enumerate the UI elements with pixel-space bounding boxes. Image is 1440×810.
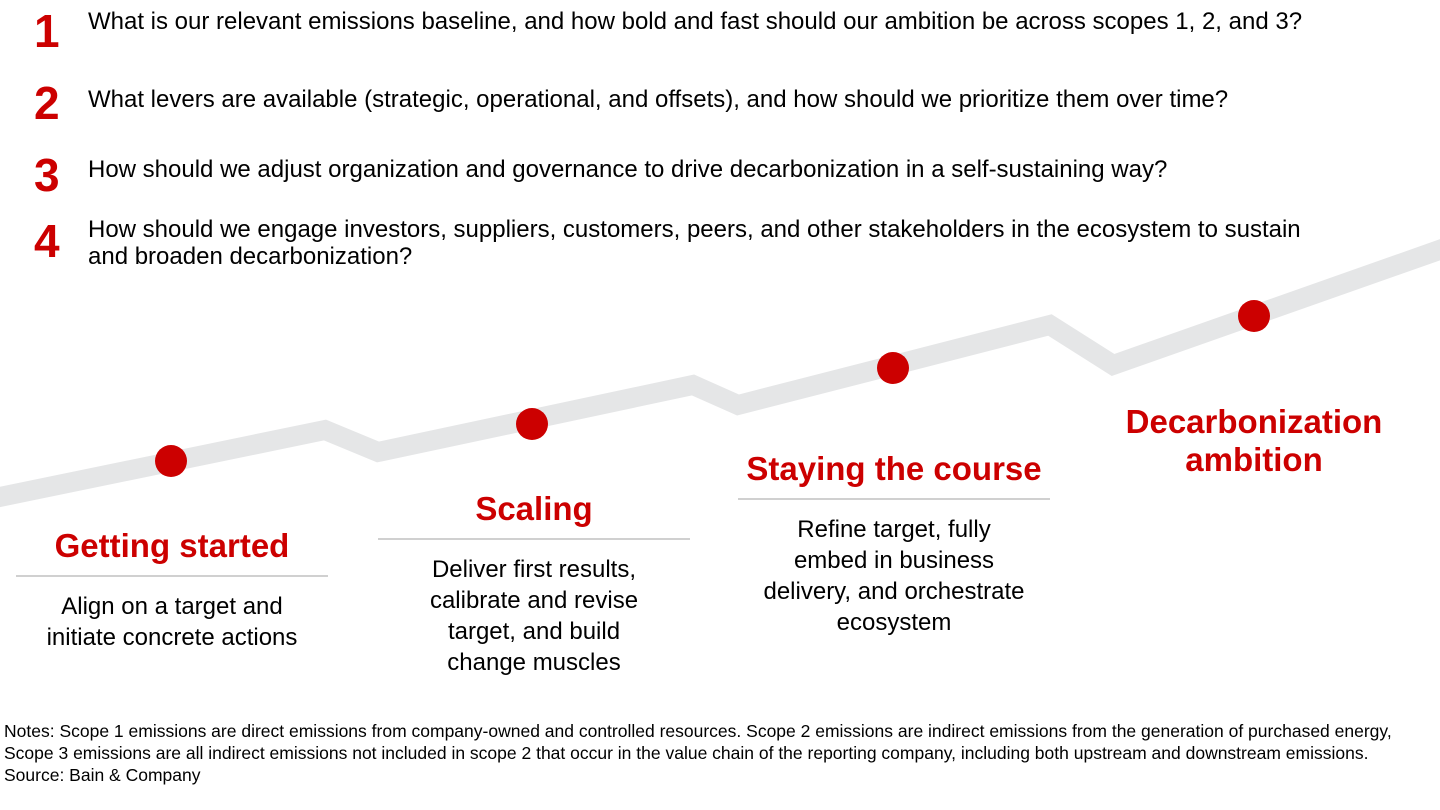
stage-title: Scaling: [475, 490, 593, 527]
divider: [738, 498, 1050, 500]
question-number: 1: [34, 5, 60, 57]
stage-title: Decarbonization ambition: [1125, 403, 1383, 478]
milestone-dot-2: [516, 408, 548, 440]
footnotes: Notes: Scope 1 emissions are direct emis…: [4, 720, 1434, 786]
question-number: 3: [34, 149, 60, 201]
stage-staying-the-course: Staying the course Refine target, fully …: [738, 450, 1050, 638]
stage-title: Getting started: [54, 527, 290, 564]
milestone-dot-1: [155, 445, 187, 477]
question-number: 2: [34, 77, 60, 129]
milestone-dot-4: [1238, 300, 1270, 332]
question-number: 4: [34, 215, 60, 267]
stage-scaling: Scaling Deliver first results, calibrate…: [378, 490, 690, 678]
stage-description: Refine target, fully embed in business d…: [763, 516, 1025, 636]
question-text: What is our relevant emissions baseline,…: [88, 8, 1303, 35]
question-text: What levers are available (strategic, op…: [88, 86, 1229, 113]
divider: [378, 538, 690, 540]
question-text: How should we engage investors, supplier…: [88, 216, 1301, 270]
stage-getting-started: Getting started Align on a target and in…: [16, 527, 328, 653]
stage-description: Align on a target and initiate concrete …: [46, 593, 298, 651]
source-text: Source: Bain & Company: [4, 765, 201, 785]
stage-title: Staying the course: [746, 450, 1042, 487]
question-text: How should we adjust organization and go…: [88, 156, 1168, 183]
divider: [16, 575, 328, 577]
notes-text: Notes: Scope 1 emissions are direct emis…: [4, 721, 1392, 763]
zigzag-path: [0, 239, 1440, 508]
stage-decarbonization-ambition: Decarbonization ambition: [1100, 403, 1408, 479]
milestone-dot-3: [877, 352, 909, 384]
stage-description: Deliver first results, calibrate and rev…: [429, 556, 639, 676]
